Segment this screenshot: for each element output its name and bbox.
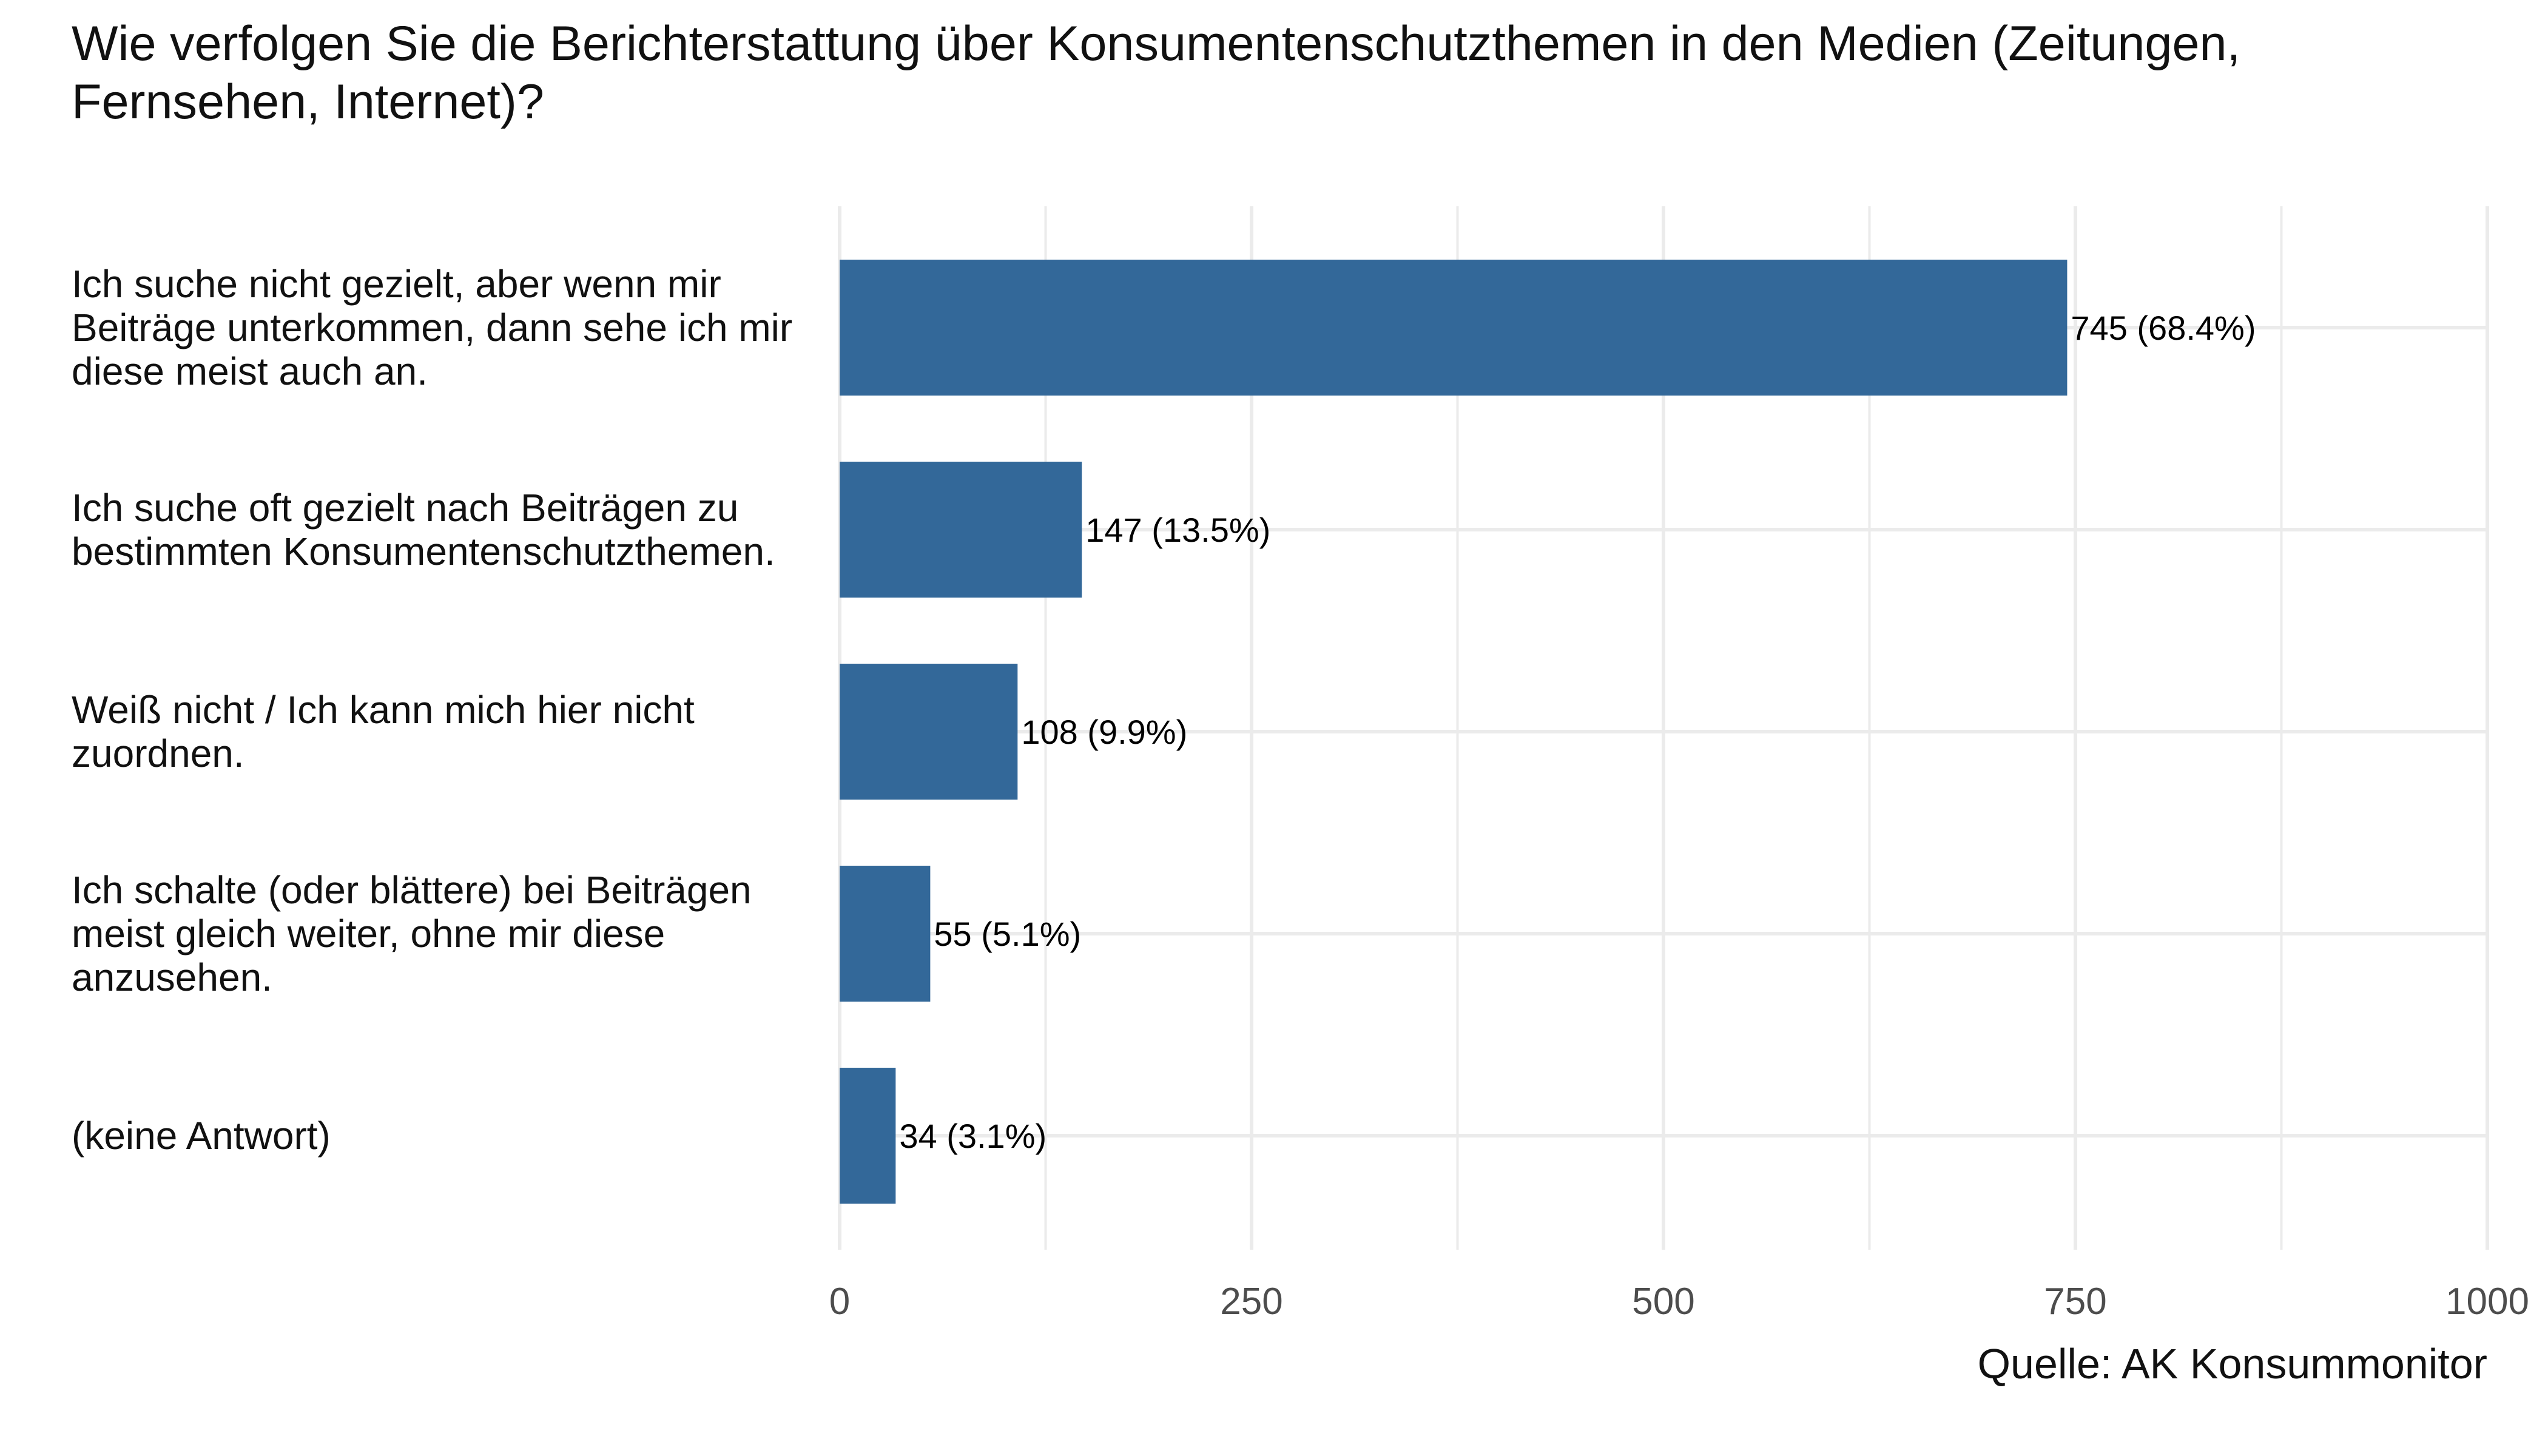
bar [840,664,1018,800]
x-tick-label: 0 [829,1281,850,1323]
bar-value-label: 55 (5.1%) [934,915,1081,953]
category-label: Ich schalte (oder blättere) bei Beiträge… [72,868,752,999]
bar [840,260,2068,396]
category-label: Weiß nicht / Ich kann mich hier nicht zu… [72,688,695,775]
x-tick-label: 1000 [2445,1281,2529,1323]
bar-value-label: 34 (3.1%) [899,1117,1046,1155]
category-label: (keine Antwort) [72,1114,331,1158]
x-tick-label: 500 [1632,1281,1694,1323]
bar [840,462,1082,598]
bar-value-label: 108 (9.9%) [1021,713,1187,751]
bar-value-label: 745 (68.4%) [2071,309,2256,347]
category-label: Ich suche oft gezielt nach Beiträgen zu … [72,486,775,573]
x-tick-label: 750 [2044,1281,2106,1323]
bar [840,866,931,1002]
bar-value-label: 147 (13.5%) [1085,511,1270,549]
x-tick-label: 250 [1220,1281,1282,1323]
source-caption: Quelle: AK Konsummonitor [1977,1340,2487,1387]
bar [840,1068,896,1204]
chart-title: Wie verfolgen Sie die Berichterstattung … [72,16,2241,129]
category-label: Ich suche nicht gezielt, aber wenn mir B… [72,262,793,393]
